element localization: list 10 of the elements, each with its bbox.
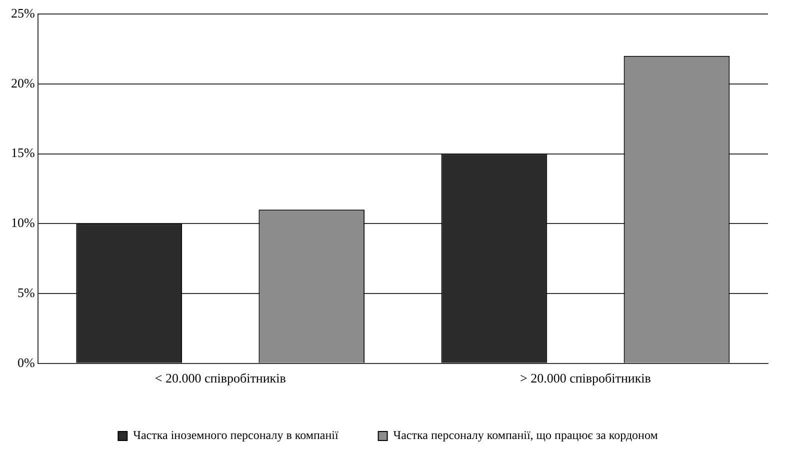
y-tick-label: 20% (10, 75, 35, 90)
legend-label: Частка персоналу компанії, що працює за кордоном (393, 428, 658, 442)
x-tick-label: < 20.000 співробітників (154, 370, 286, 386)
y-tick-label: 0% (17, 354, 35, 370)
legend-label: Частка іноземного персоналу в компанії (133, 428, 339, 442)
y-tick-label: 15% (10, 145, 35, 160)
x-tick-label: > 20.000 співробітників (520, 370, 651, 386)
y-tick-label: 25% (10, 5, 35, 20)
y-tick-label: 5% (17, 284, 35, 300)
y-tick-label: 10% (10, 215, 35, 230)
